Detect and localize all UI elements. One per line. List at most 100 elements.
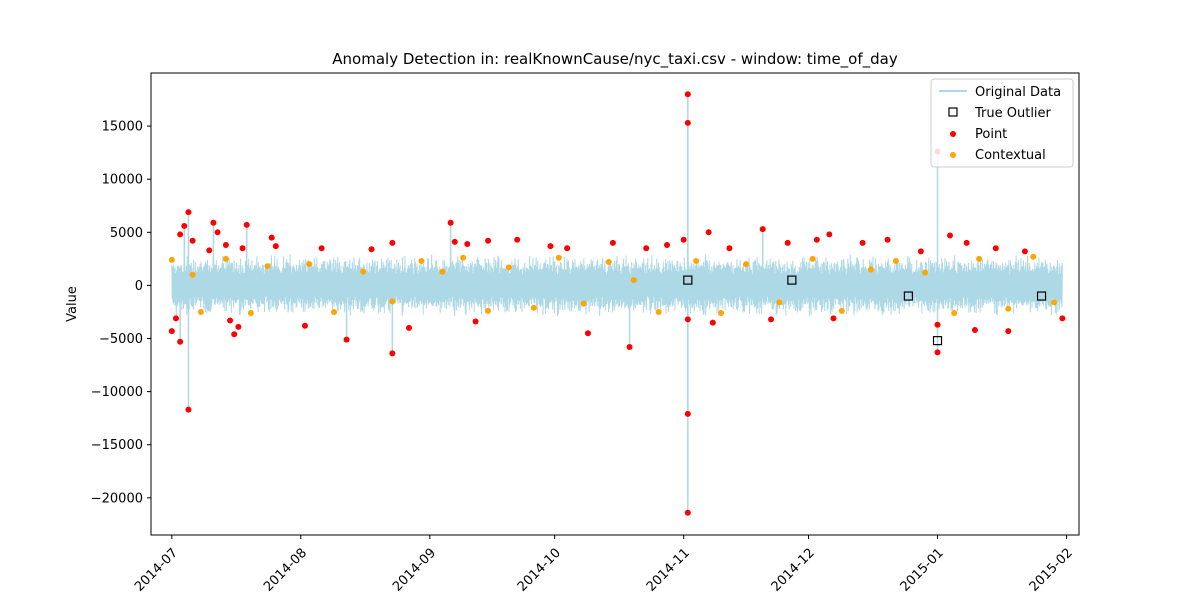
point-anomaly [222,242,229,249]
contextual-point [306,261,313,268]
point-anomaly [485,237,492,244]
plot-frame [150,72,1080,536]
legend-label: Original Data [975,85,1061,100]
point-anomaly [227,317,234,324]
x-axis: 2014-07 2014-08 2014-09 2014-10 2014-11 2014-… [132,535,1076,595]
contextual-point [530,304,537,311]
point-anomaly [301,322,308,329]
point-anomaly [830,315,837,322]
contextual-point [418,257,425,264]
legend-label: True Outlier [974,106,1052,121]
point-anomaly [664,242,671,249]
point-anomaly [1059,315,1066,322]
contextual-point [922,269,929,276]
contextual-point [630,277,637,284]
y-tick-label: 5000 [110,226,143,241]
y-tick-label: −10000 [91,385,143,400]
point-anomaly [684,316,691,323]
contextual-point [360,268,367,275]
chart-title: Anomaly Detection in: realKnownCause/nyc… [332,50,898,69]
anomaly-markers [168,91,1066,516]
contextual-point [605,259,612,266]
contextual-point [776,299,783,306]
contextual-point [693,257,700,264]
point-anomaly [368,246,375,253]
contextual-point [892,257,899,264]
original-data-series [171,94,1063,513]
contextual-point [838,307,845,314]
point-anomaly [963,239,970,246]
x-tick-label: 2014-11 [644,546,693,595]
point-anomaly [684,509,691,516]
point-anomaly [177,231,184,238]
point-anomaly [680,236,687,243]
x-tick-label: 2014-08 [261,546,310,595]
point-anomaly [946,232,953,239]
point-anomaly [318,245,325,252]
point-anomaly [826,231,833,238]
x-tick-label: 2014-12 [769,546,818,595]
legend-swatch-square [948,107,958,117]
legend-box [930,78,1074,168]
point-anomaly [177,338,184,345]
point-anomaly [584,330,591,337]
contextual-point [809,255,816,262]
true-outlier-marker [903,291,913,301]
point-anomaly [185,406,192,413]
point-anomaly [206,247,213,254]
contextual-point [197,308,204,315]
legend-label: Point [975,127,1007,142]
y-tick-label: 10000 [102,173,143,188]
contextual-point [505,264,512,271]
true-outlier-marker [683,275,693,285]
contextual-point [580,300,587,307]
point-anomaly [189,237,196,244]
y-tick-label: −15000 [91,438,143,453]
point-anomaly [389,239,396,246]
true-outlier-marker [932,336,943,346]
legend: Original Data True Outlier Point Contextual [930,78,1074,168]
legend-swatch-dot [950,152,956,158]
point-anomaly [934,349,941,356]
point-anomaly [406,324,413,331]
point-anomaly [239,245,246,252]
legend-swatch-dot [950,131,956,137]
point-anomaly [709,319,716,326]
point-anomaly [447,219,454,226]
legend-label: Contextual [975,148,1046,163]
point-anomaly [564,245,571,252]
contextual-point [389,298,396,305]
contextual-point [247,310,254,317]
point-anomaly [389,350,396,357]
y-tick-label: −20000 [91,491,143,506]
true-outlier-marker [1036,291,1047,301]
point-anomaly [768,316,775,323]
original-data-line [171,254,1063,317]
contextual-point [264,263,271,270]
point-anomaly [1021,248,1028,255]
point-anomaly [643,245,650,252]
point-anomaly [917,248,924,255]
point-anomaly [451,238,458,245]
contextual-point [976,255,983,262]
point-anomaly [684,119,691,126]
point-anomaly [168,328,175,335]
contextual-point [1030,253,1037,260]
point-anomaly [343,336,350,343]
point-anomaly [884,236,891,243]
y-axis: 15000 10000 5000 0 −5000 −10000 −15000 −20000 [91,120,151,506]
point-anomaly [272,243,279,250]
contextual-point [1005,305,1012,312]
contextual-point [1051,299,1058,306]
y-tick-label: 0 [135,279,143,294]
point-anomaly [185,209,192,216]
point-anomaly [231,331,238,338]
point-anomaly [626,344,633,351]
x-tick-label: 2014-10 [515,546,564,595]
point-anomaly [181,222,188,229]
y-axis-label: Value [65,286,80,322]
point-anomaly [1005,328,1012,335]
point-anomaly [859,239,866,246]
point-anomaly [235,323,242,330]
